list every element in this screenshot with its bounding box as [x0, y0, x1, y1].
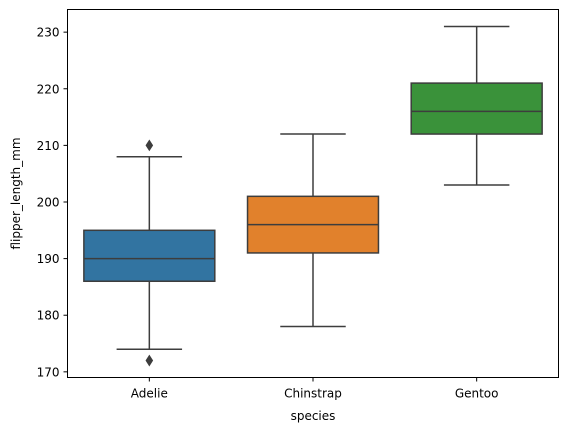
- x-axis-label: species: [291, 409, 336, 423]
- y-tick-label-230: 230: [37, 26, 60, 40]
- x-tick-label-chinstrap: Chinstrap: [284, 387, 342, 401]
- x-tick-label-adelie: Adelie: [131, 387, 168, 401]
- y-tick-label-210: 210: [37, 139, 60, 153]
- y-axis-label: flipper_length_mm: [9, 137, 23, 249]
- y-tick-label-220: 220: [37, 82, 60, 96]
- y-tick-label-180: 180: [37, 309, 60, 323]
- box-gentoo: [410, 25, 543, 186]
- outlier-adelie-0: [145, 354, 154, 367]
- y-tick-label-170: 170: [37, 365, 60, 379]
- x-tick-label-gentoo: Gentoo: [455, 387, 499, 401]
- iqr-box-gentoo: [410, 82, 543, 135]
- iqr-box-adelie: [83, 229, 216, 283]
- box-adelie: [83, 139, 216, 367]
- box-chinstrap: [246, 133, 380, 328]
- outlier-adelie-1: [145, 139, 154, 152]
- x-axis: Adelie Chinstrap Gentoo: [131, 377, 499, 401]
- y-axis: 170 180 190 200 210 220 230: [37, 26, 68, 379]
- y-tick-label-200: 200: [37, 195, 60, 209]
- y-tick-label-190: 190: [37, 252, 60, 266]
- plot-area: [83, 25, 543, 367]
